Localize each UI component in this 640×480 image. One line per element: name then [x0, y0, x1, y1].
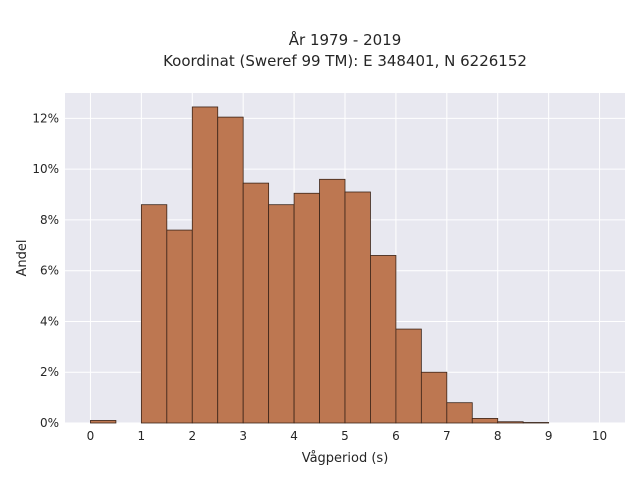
x-axis-label: Vågperiod (s)	[302, 451, 389, 466]
histogram-bar	[497, 421, 524, 424]
y-tick-label: 0%	[40, 416, 59, 430]
y-axis-ticks: 0% 2% 4% 6% 8% 10% 12%	[32, 111, 59, 430]
y-tick-label: 8%	[40, 213, 59, 227]
histogram-bar	[420, 371, 448, 424]
x-tick-label: 0	[87, 429, 95, 443]
histogram-bar	[293, 192, 320, 424]
histogram-bars	[90, 106, 550, 424]
x-axis-ticks: 0 1 2 3 4 5 6 7 8 9 10	[87, 429, 608, 443]
histogram-bar	[166, 229, 193, 424]
histogram-bar	[242, 182, 270, 424]
x-tick-label: 1	[138, 429, 146, 443]
y-tick-label: 12%	[32, 111, 59, 125]
chart-title-line-2: Koordinat (Sweref 99 TM): E 348401, N 62…	[163, 52, 527, 70]
histogram-bar	[471, 418, 499, 424]
x-tick-label: 8	[494, 429, 502, 443]
histogram-bar	[217, 116, 244, 424]
y-tick-label: 6%	[40, 264, 59, 278]
x-tick-label: 4	[290, 429, 298, 443]
x-tick-label: 5	[341, 429, 349, 443]
histogram-bar	[191, 106, 219, 424]
histogram-bar	[90, 420, 117, 424]
x-tick-label: 7	[443, 429, 451, 443]
histogram-bar	[140, 204, 168, 424]
histogram-bar	[319, 178, 346, 424]
x-tick-label: 3	[239, 429, 247, 443]
histogram-bar	[370, 255, 397, 424]
x-tick-label: 10	[592, 429, 607, 443]
y-tick-label: 10%	[32, 162, 59, 176]
histogram-bar	[522, 422, 550, 424]
histogram-bar	[344, 191, 371, 424]
histogram-bar	[268, 204, 295, 424]
x-tick-label: 2	[188, 429, 196, 443]
y-tick-label: 4%	[40, 314, 59, 328]
histogram-bar	[446, 402, 473, 424]
histogram-bar	[395, 328, 422, 424]
y-axis-label: Andel	[15, 240, 30, 277]
chart-title-line-1: År 1979 - 2019	[289, 30, 402, 49]
y-tick-label: 2%	[40, 365, 59, 379]
x-tick-label: 9	[545, 429, 553, 443]
x-tick-label: 6	[392, 429, 400, 443]
